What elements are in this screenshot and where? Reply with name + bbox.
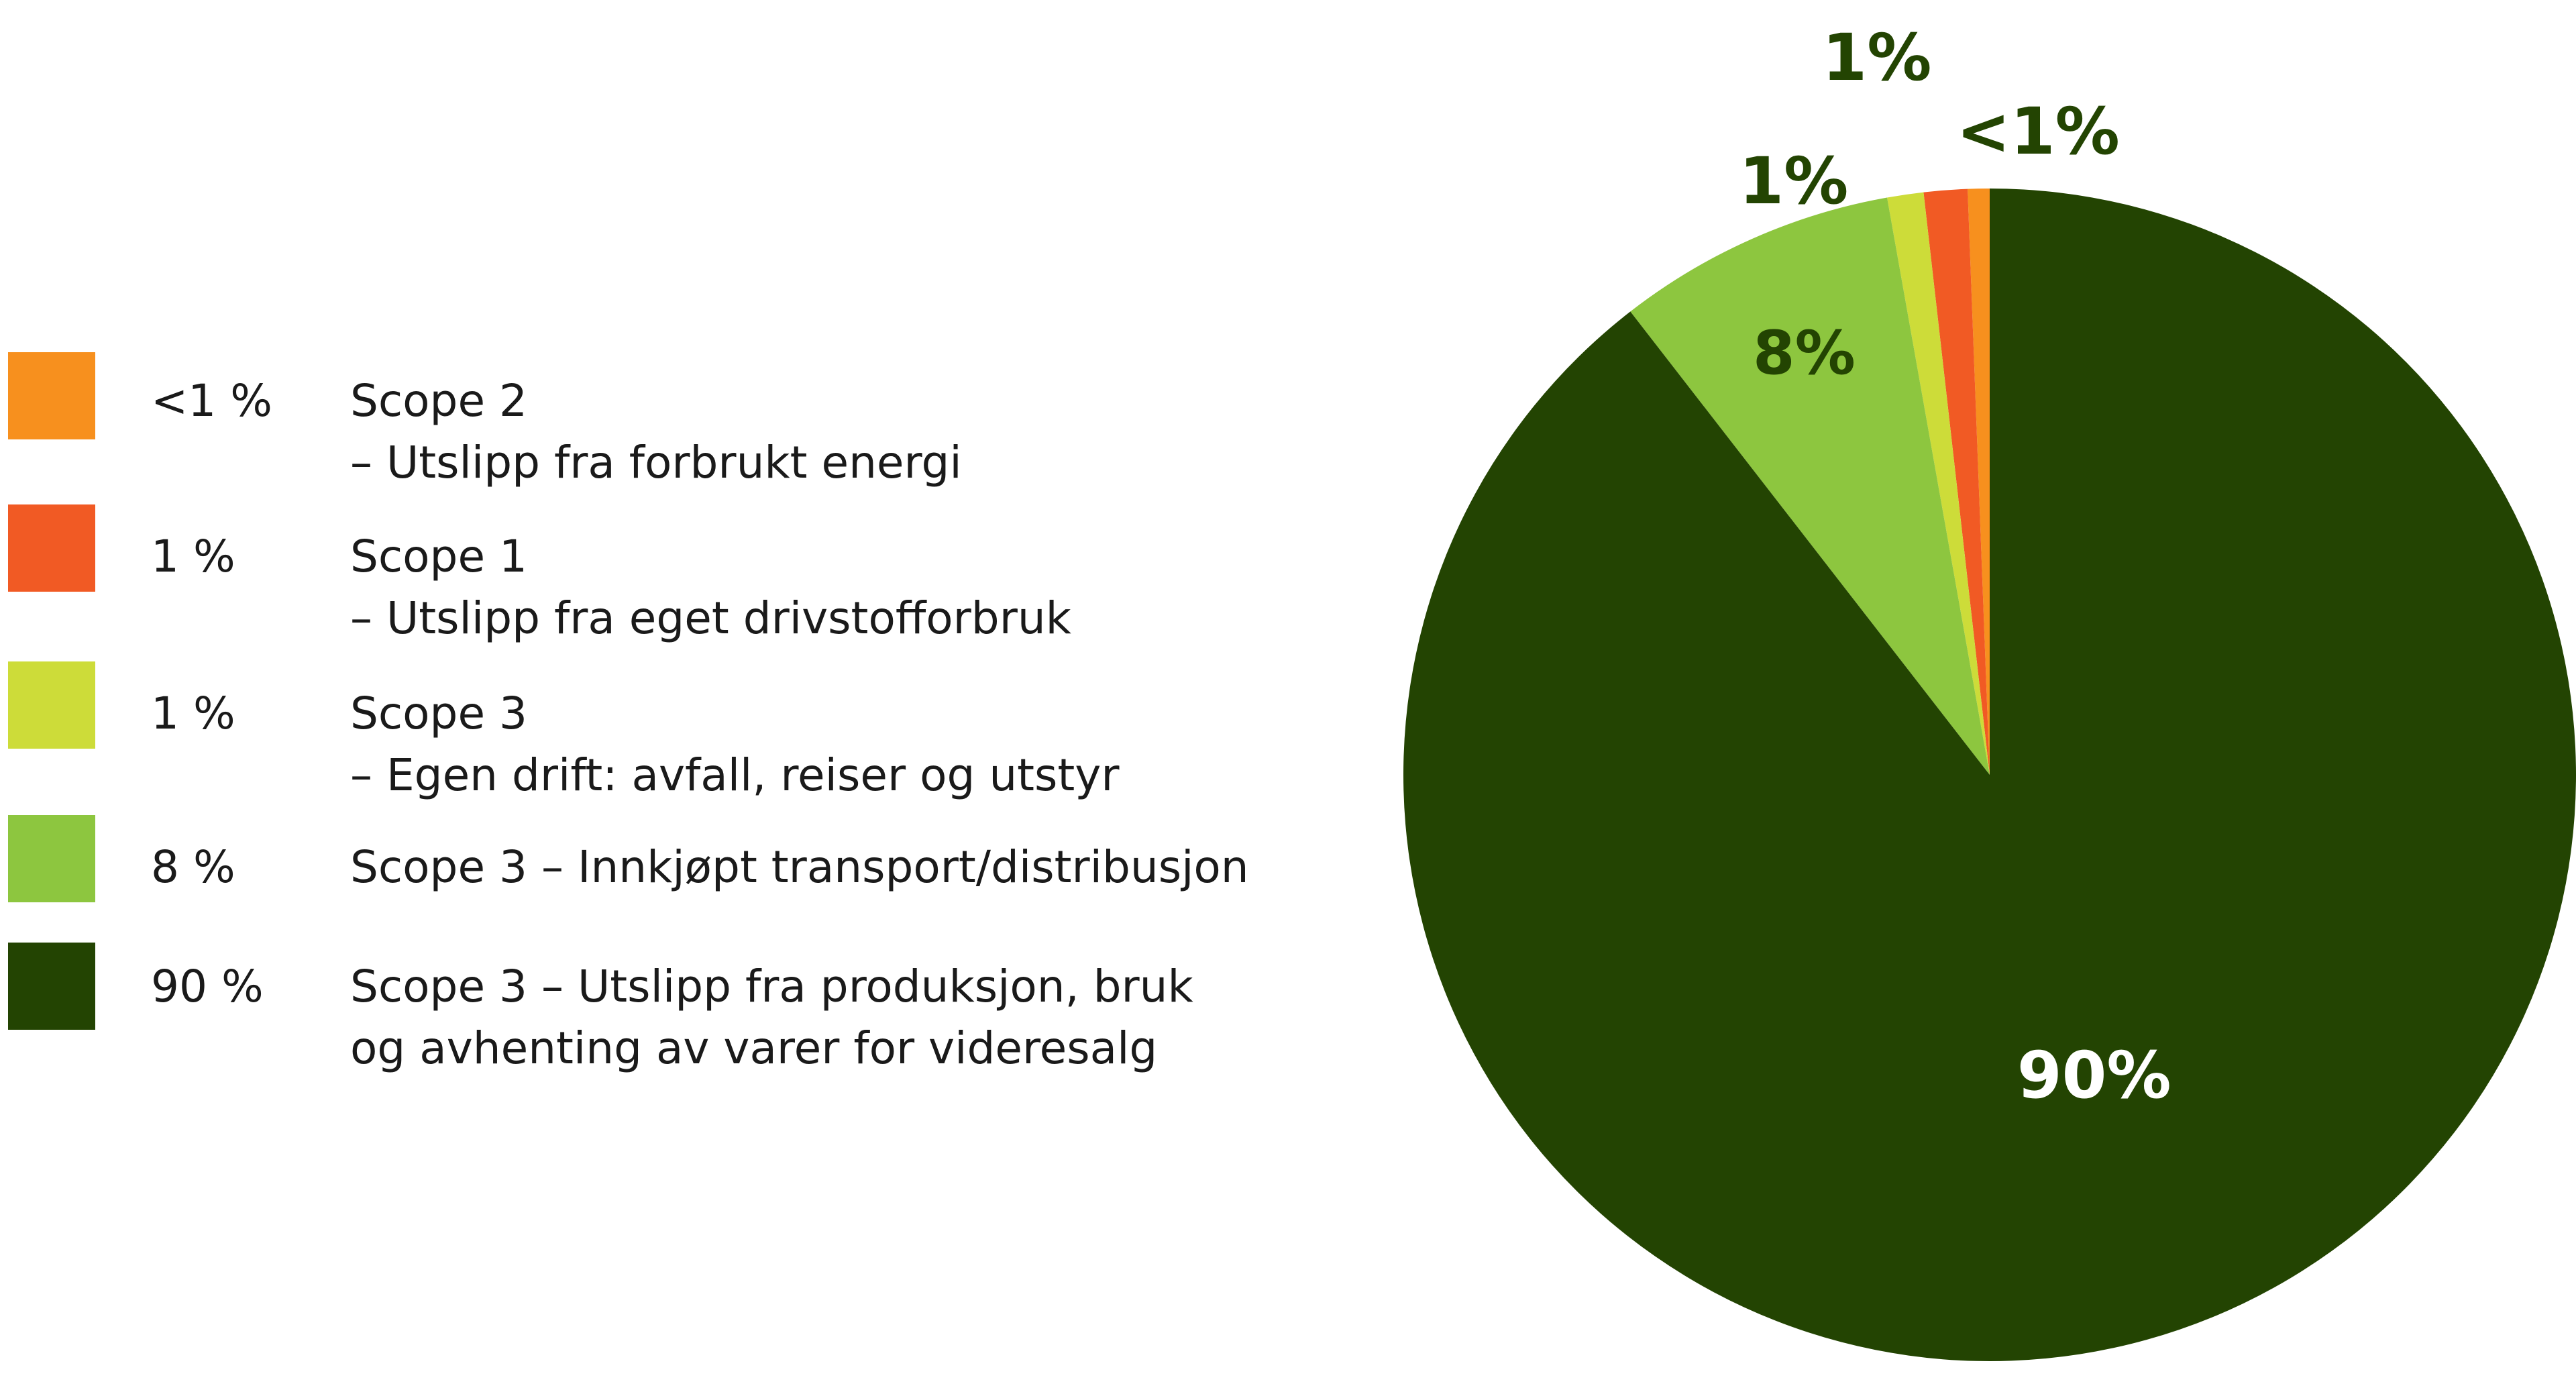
legend-swatch bbox=[8, 661, 95, 749]
legend-line-2: – Utslipp fra eget drivstofforbruk bbox=[350, 592, 1071, 644]
pie-slice bbox=[1887, 192, 1990, 775]
legend-line-2: – Egen drift: avfall, reiser og utstyr bbox=[350, 749, 1120, 801]
pie-slice-label: 1% bbox=[1739, 144, 1848, 219]
legend-description: Scope 2 – Utslipp fra forbrukt energi bbox=[350, 370, 962, 494]
pie-slice-label: <1% bbox=[1956, 94, 2119, 169]
pie-labels: <1% 1% 1% 8% 90% bbox=[1739, 20, 2171, 1113]
legend-line-1: Scope 3 – Utslipp fra produksjon, bruk bbox=[350, 961, 1193, 1012]
legend-description: Scope 3 – Innkjøpt transport/distribusjo… bbox=[350, 837, 1249, 898]
pie-slice bbox=[1968, 189, 1990, 775]
legend-swatch bbox=[8, 943, 95, 1030]
legend-percent: 90 % bbox=[151, 961, 264, 1012]
legend-swatch bbox=[8, 352, 95, 439]
pie-slice-label: 1% bbox=[1822, 20, 1931, 95]
legend-percent: 1 % bbox=[151, 688, 235, 739]
legend-description: Scope 3 – Utslipp fra produksjon, bruk o… bbox=[350, 956, 1193, 1079]
legend-description: Scope 1 – Utslipp fra eget drivstofforbr… bbox=[350, 526, 1071, 649]
pie-slice-label: 8% bbox=[1753, 318, 1856, 388]
pie-slice bbox=[1630, 197, 1990, 775]
legend-line-2: – Utslipp fra forbrukt energi bbox=[350, 437, 962, 488]
legend-percent: 1 % bbox=[151, 531, 235, 582]
pie-slices bbox=[1403, 189, 2576, 1362]
legend-percent: <1 % bbox=[151, 375, 272, 427]
legend-line-1: Scope 3 bbox=[350, 688, 528, 739]
legend-swatch bbox=[8, 504, 95, 592]
legend-line-1: Scope 1 bbox=[350, 531, 528, 582]
legend-description: Scope 3 – Egen drift: avfall, reiser og … bbox=[350, 683, 1120, 806]
legend-percent: 8 % bbox=[151, 841, 235, 893]
legend-swatch bbox=[8, 815, 95, 902]
pie-slice bbox=[1403, 189, 2576, 1362]
pie-slice-label: 90% bbox=[2017, 1038, 2171, 1113]
legend: <1 % Scope 2 – Utslipp fra forbrukt ener… bbox=[8, 352, 1249, 1079]
legend-line-1: Scope 2 bbox=[350, 375, 528, 427]
legend-line-1: Scope 3 – Innkjøpt transport/distribusjo… bbox=[350, 841, 1249, 893]
pie-slice bbox=[1923, 189, 1990, 776]
legend-line-2: og avhenting av varer for videresalg bbox=[350, 1022, 1158, 1074]
